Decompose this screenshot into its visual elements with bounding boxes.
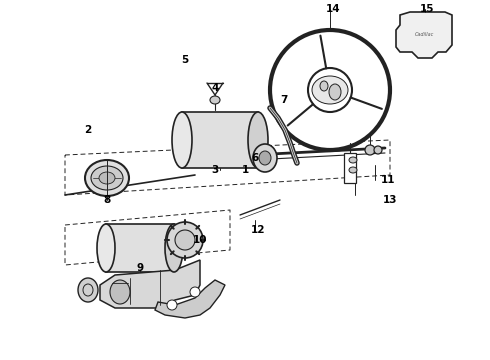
Text: 7: 7 — [280, 95, 288, 105]
Text: 1: 1 — [242, 165, 248, 175]
Ellipse shape — [349, 167, 357, 173]
Text: 11: 11 — [381, 175, 395, 185]
Circle shape — [270, 30, 390, 150]
Ellipse shape — [248, 112, 268, 168]
Text: 9: 9 — [136, 263, 144, 273]
Ellipse shape — [91, 166, 123, 190]
Text: 6: 6 — [251, 153, 259, 163]
Bar — [182, 112, 258, 168]
Circle shape — [175, 230, 195, 250]
Ellipse shape — [259, 151, 271, 165]
Circle shape — [308, 68, 352, 112]
Polygon shape — [396, 12, 452, 58]
Text: 13: 13 — [383, 195, 397, 205]
Polygon shape — [65, 140, 390, 195]
Text: 3: 3 — [211, 165, 219, 175]
Ellipse shape — [165, 224, 183, 272]
Bar — [106, 224, 174, 272]
Ellipse shape — [320, 81, 328, 91]
Ellipse shape — [253, 144, 277, 172]
Ellipse shape — [172, 112, 192, 168]
Ellipse shape — [85, 160, 129, 196]
Ellipse shape — [210, 96, 220, 104]
Text: 14: 14 — [326, 4, 341, 14]
Ellipse shape — [97, 224, 115, 272]
Ellipse shape — [374, 146, 382, 154]
Polygon shape — [100, 260, 200, 308]
Ellipse shape — [312, 76, 348, 104]
Text: 4: 4 — [211, 83, 219, 93]
Polygon shape — [155, 280, 225, 318]
Circle shape — [167, 222, 203, 258]
Ellipse shape — [167, 300, 177, 310]
Text: 10: 10 — [193, 235, 207, 245]
Ellipse shape — [365, 145, 375, 155]
Ellipse shape — [329, 84, 341, 100]
Text: 12: 12 — [251, 225, 265, 235]
Ellipse shape — [110, 280, 130, 304]
Ellipse shape — [99, 172, 115, 184]
Ellipse shape — [78, 278, 98, 302]
Text: 8: 8 — [103, 195, 111, 205]
Text: 2: 2 — [84, 125, 92, 135]
Text: Cadillac: Cadillac — [415, 32, 434, 36]
Text: 15: 15 — [420, 4, 434, 14]
Bar — [344, 153, 356, 183]
Text: 5: 5 — [181, 55, 189, 65]
Polygon shape — [65, 210, 230, 265]
Ellipse shape — [190, 287, 200, 297]
Ellipse shape — [349, 157, 357, 163]
